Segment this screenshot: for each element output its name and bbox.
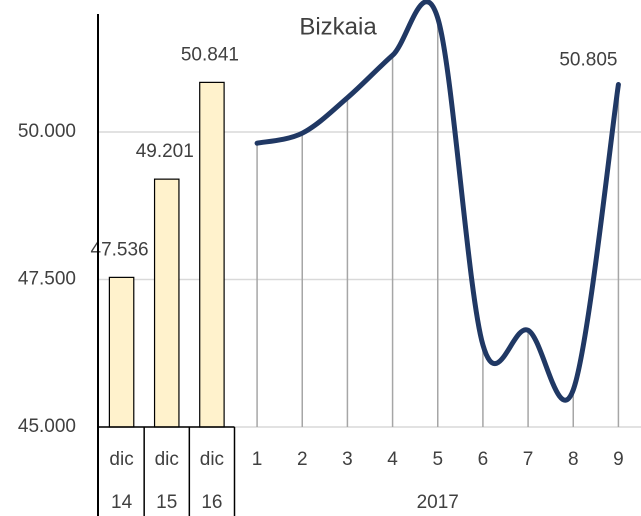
bar [108,276,135,428]
chart-title: Bizkaia [299,13,377,40]
x-tick-label: dic [155,449,179,470]
x-tick-label: 1 [252,449,263,470]
x-tick-label: 9 [613,449,624,470]
data-label: 47.536 [91,239,149,260]
bar [199,81,225,428]
y-tick-label: 47.500 [18,269,76,290]
x-group-label: 14 [111,492,133,513]
x-tick-label: 5 [432,449,443,470]
data-label: 50.805 [559,50,617,71]
y-tick-label: 45.000 [18,416,76,437]
x-group-label: 16 [201,492,222,513]
x-group-label: 2017 [417,492,459,513]
x-tick-label: 6 [478,449,489,470]
x-tick-label: 2 [297,449,308,470]
x-tick-label: 7 [523,449,534,470]
x-tick-label: 4 [387,449,398,470]
x-tick-label: dic [200,449,224,470]
line [254,0,621,403]
x-tick-label: dic [109,449,133,470]
x-group-label: 15 [156,492,177,513]
data-label: 50.841 [181,44,239,65]
x-tick-label: 8 [568,449,579,470]
bar [153,178,180,428]
x-tick-label: 3 [342,449,353,470]
y-tick-label: 50.000 [18,121,76,142]
data-label: 49.201 [136,141,194,162]
